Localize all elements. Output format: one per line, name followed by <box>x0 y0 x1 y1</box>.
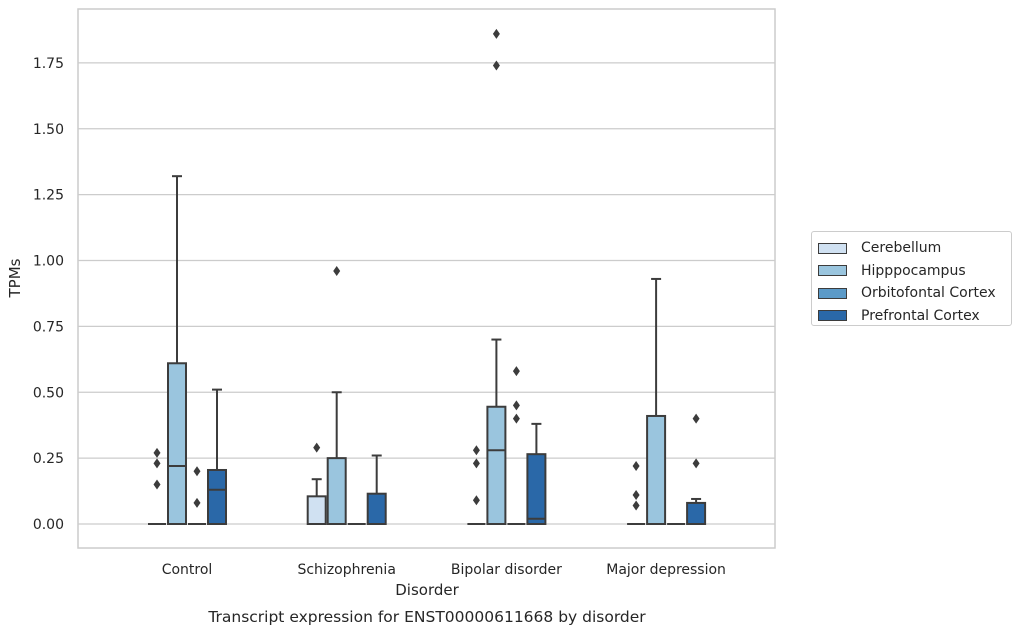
outlier-point <box>313 442 321 453</box>
box-prefrontal-cortex <box>526 422 547 525</box>
legend-item: Cerebellum <box>818 237 1011 260</box>
legend: Cerebellum Hipppocampus Orbitofontal Corte… <box>811 231 1012 326</box>
legend-item: Prefrontal Cortex <box>818 305 1011 328</box>
legend-label: Orbitofontal Cortex <box>861 285 996 302</box>
y-tick-label: 1.75 <box>33 56 64 72</box>
x-tick-label: Control <box>162 562 213 578</box>
box-cerebellum <box>148 447 166 525</box>
box-body <box>167 362 187 526</box>
outlier-point <box>153 458 161 469</box>
legend-swatch <box>818 265 847 277</box>
y-tick-labels: 0.00 0.25 0.50 0.75 1.00 1.25 1.50 1.75 <box>33 56 64 533</box>
box-plots <box>148 28 707 526</box>
legend-label: Hipppocampus <box>861 262 966 279</box>
x-axis-label: Disorder <box>395 581 459 599</box>
outlier-point <box>632 490 640 501</box>
box-body <box>646 414 667 525</box>
box-body <box>686 501 707 526</box>
box-cerebellum <box>467 445 486 525</box>
x-tick-label: Bipolar disorder <box>451 562 562 578</box>
box-body <box>486 405 507 525</box>
outlier-point <box>193 466 201 477</box>
box-hipppocampus <box>486 28 507 525</box>
y-tick-label: 0.50 <box>33 385 64 401</box>
outlier-point <box>692 413 700 424</box>
y-tick-label: 0.75 <box>33 319 64 335</box>
outlier-point <box>153 479 161 490</box>
box-orbitofontal-cortex <box>507 366 526 525</box>
box-prefrontal-cortex <box>686 413 707 526</box>
legend-swatch <box>818 242 847 254</box>
box-cerebellum <box>306 442 327 525</box>
y-tick-label: 1.50 <box>33 122 64 138</box>
outlier-point <box>492 28 500 39</box>
legend-swatch <box>818 310 847 322</box>
y-tick-label: 0.25 <box>33 451 64 467</box>
plot-frame <box>77 8 776 549</box>
legend-item: Hipppocampus <box>818 260 1011 283</box>
legend-label: Cerebellum <box>861 240 942 257</box>
outlier-point <box>492 60 500 71</box>
outlier-point <box>512 366 520 377</box>
box-hipppocampus <box>646 277 667 525</box>
x-tick-label: Major depression <box>606 562 726 578</box>
legend-swatch <box>818 287 847 299</box>
outlier-point <box>472 445 480 456</box>
outlier-point <box>472 458 480 469</box>
box-prefrontal-cortex <box>366 454 387 526</box>
box-body <box>326 457 347 525</box>
grid-lines <box>78 62 775 525</box>
legend-item: Orbitofontal Cortex <box>818 282 1011 305</box>
outlier-point <box>632 461 640 472</box>
box-cerebellum <box>627 461 646 525</box>
legend-label: Prefrontal Cortex <box>861 307 980 324</box>
box-body <box>366 492 387 526</box>
x-tick-labels: Control Schizophrenia Bipolar disorder Majo… <box>162 562 726 578</box>
y-tick-label: 1.25 <box>33 188 64 204</box>
x-tick-label: Schizophrenia <box>297 562 395 578</box>
box-hipppocampus <box>167 175 187 526</box>
chart-caption: Transcript expression for ENST0000061166… <box>207 608 646 626</box>
outlier-point <box>333 266 341 277</box>
outlier-point <box>632 500 640 511</box>
outlier-point <box>193 497 201 508</box>
box-body <box>526 453 547 525</box>
y-axis-label: TPMs <box>6 258 24 298</box>
y-tick-label: 0.00 <box>33 517 64 533</box>
box-body <box>207 468 227 526</box>
outlier-point <box>512 400 520 411</box>
outlier-point <box>472 495 480 506</box>
box-prefrontal-cortex <box>207 388 227 526</box>
box-body <box>306 495 327 525</box>
box-hipppocampus <box>326 266 347 525</box>
box-orbitofontal-cortex <box>188 466 206 525</box>
outlier-point <box>153 447 161 458</box>
y-tick-label: 1.00 <box>33 254 64 270</box>
outlier-point <box>692 458 700 469</box>
outlier-point <box>512 413 520 424</box>
